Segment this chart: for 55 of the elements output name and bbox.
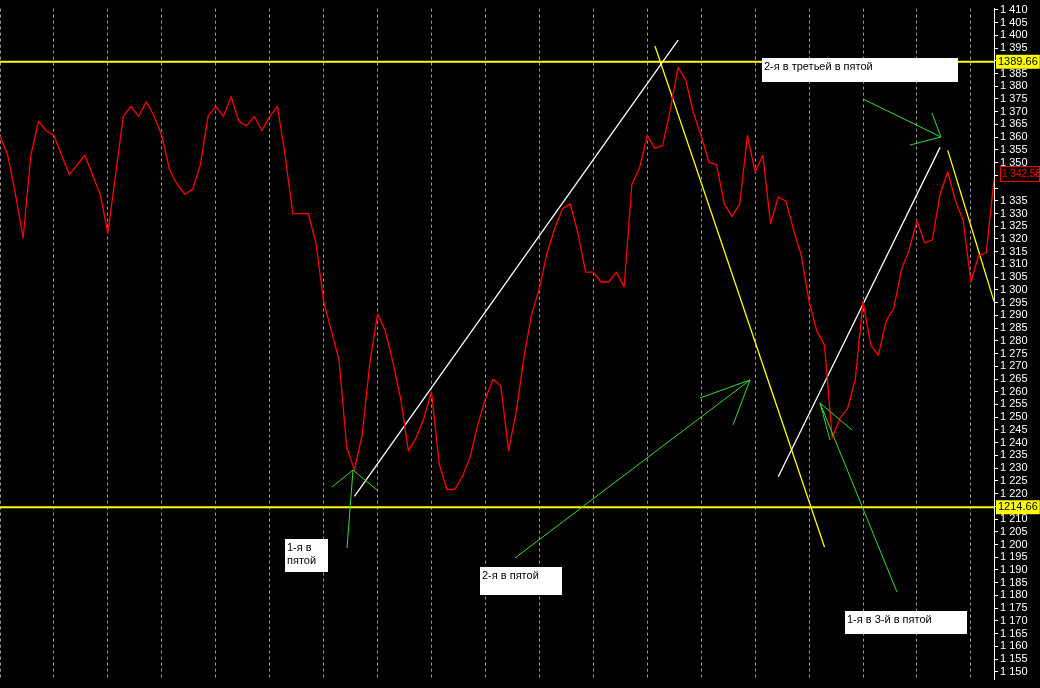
y-tick-label: 1 325 xyxy=(1000,219,1028,232)
y-tick-label: 1 160 xyxy=(1000,639,1028,652)
y-tick-label: 1 150 xyxy=(1000,664,1028,677)
y-tick-label: 1 275 xyxy=(1000,346,1028,359)
y-tick-label: 1 265 xyxy=(1000,372,1028,385)
y-tick-label: 1 165 xyxy=(1000,626,1028,639)
y-tick-label: 1 295 xyxy=(1000,295,1028,308)
y-tick-label: 1 355 xyxy=(1000,142,1028,155)
y-tick-label: 1 385 xyxy=(1000,66,1028,79)
y-tick-label: 1 350 xyxy=(1000,155,1028,168)
text-box: 2-я в пятой xyxy=(480,567,562,595)
y-tick-label: 1 200 xyxy=(1000,537,1028,550)
y-tick-label: 1 155 xyxy=(1000,652,1028,665)
y-tick-label: 1 315 xyxy=(1000,244,1028,257)
y-tick-label: 1 225 xyxy=(1000,473,1028,486)
y-tick-label: 1 285 xyxy=(1000,321,1028,334)
y-tick-label: 1 410 xyxy=(1000,2,1028,15)
y-tick-label: 1 335 xyxy=(1000,193,1028,206)
y-tick-label: 1 365 xyxy=(1000,117,1028,130)
y-tick-label: 1 260 xyxy=(1000,384,1028,397)
y-tick-label: 1 210 xyxy=(1000,512,1028,525)
y-tick-label: 1 240 xyxy=(1000,435,1028,448)
y-tick-label: 1 190 xyxy=(1000,562,1028,575)
y-tick-label: 1 300 xyxy=(1000,282,1028,295)
y-tick-label: 1 195 xyxy=(1000,550,1028,563)
y-tick-label: 1 230 xyxy=(1000,461,1028,474)
y-tick-label: 1 320 xyxy=(1000,232,1028,245)
y-tick-label: 1 305 xyxy=(1000,270,1028,283)
text-box: 1-я в 3-й в пятой xyxy=(845,611,967,634)
y-tick-label: 1 185 xyxy=(1000,575,1028,588)
y-tick-label: 1 330 xyxy=(1000,206,1028,219)
y-tick-label: 1 175 xyxy=(1000,601,1028,614)
y-tick-label: 1 280 xyxy=(1000,333,1028,346)
y-tick-label: 1 380 xyxy=(1000,79,1028,92)
text-box: 2-я в третьей в пятой xyxy=(762,58,958,82)
y-tick-label: 1 270 xyxy=(1000,359,1028,372)
y-tick-label: 1 395 xyxy=(1000,41,1028,54)
y-tick-label: 1 400 xyxy=(1000,28,1028,41)
text-box: 1-я в пятой xyxy=(285,539,328,572)
y-tick-label: 1 375 xyxy=(1000,92,1028,104)
y-tick-label: 1 370 xyxy=(1000,104,1028,117)
y-tick-label: 1 405 xyxy=(1000,15,1028,28)
y-tick-label: 1 245 xyxy=(1000,422,1028,435)
y-tick-label: 1 220 xyxy=(1000,486,1028,499)
y-tick-label: 1 255 xyxy=(1000,397,1028,410)
y-tick-label: 1 180 xyxy=(1000,588,1028,601)
y-tick-label: 1 310 xyxy=(1000,257,1028,270)
y-tick-label: 1 235 xyxy=(1000,448,1028,461)
y-tick-label: 1 170 xyxy=(1000,613,1028,626)
ref-line-label: 1214.66 xyxy=(998,500,1038,513)
y-tick-label: 1 360 xyxy=(1000,130,1028,143)
y-tick-label: 1 205 xyxy=(1000,524,1028,537)
y-tick-label: 1 290 xyxy=(1000,308,1028,321)
ref-line-label: 1389.66 xyxy=(998,54,1038,67)
y-tick-label: 1 250 xyxy=(1000,410,1028,423)
